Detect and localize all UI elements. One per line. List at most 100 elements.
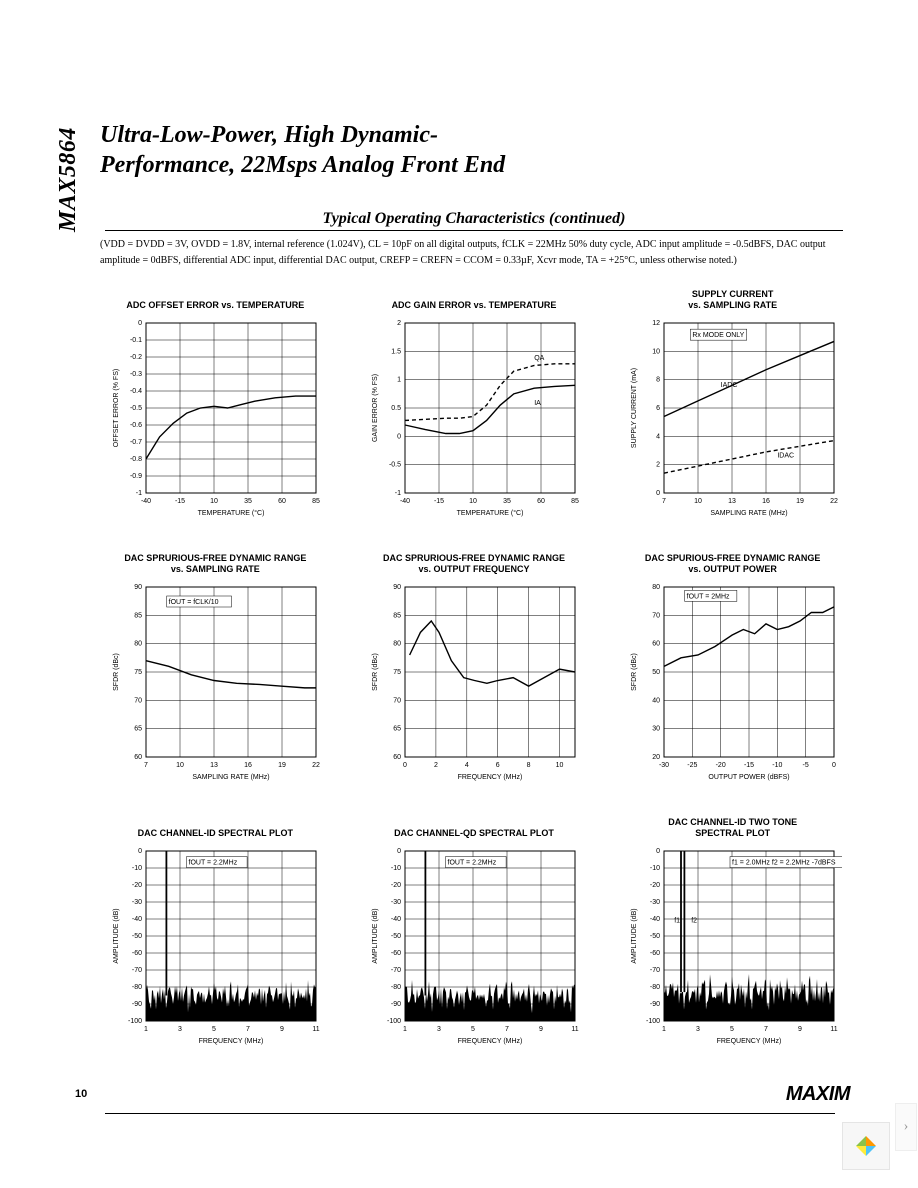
svg-text:-0.6: -0.6 (130, 422, 142, 429)
svg-text:19: 19 (278, 762, 286, 769)
svg-text:2: 2 (656, 462, 660, 469)
svg-text:65: 65 (393, 726, 401, 733)
svg-text:-15: -15 (744, 762, 754, 769)
svg-text:-15: -15 (434, 498, 444, 505)
svg-text:FREQUENCY (MHz): FREQUENCY (MHz) (458, 1038, 523, 1045)
svg-text:0: 0 (656, 490, 660, 497)
svg-text:-30: -30 (659, 762, 669, 769)
chart-cell: ADC OFFSET ERROR vs. TEMPERATURE-40-1510… (100, 287, 331, 533)
svg-text:fOUT = 2.2MHz: fOUT = 2.2MHz (447, 860, 496, 867)
svg-text:-10: -10 (391, 865, 401, 872)
chart-cell: ADC GAIN ERROR vs. TEMPERATURE-40-151035… (359, 287, 590, 533)
svg-text:75: 75 (393, 669, 401, 676)
svg-text:-20: -20 (650, 882, 660, 889)
svg-text:-90: -90 (132, 1001, 142, 1008)
svg-text:SFDR (dBc): SFDR (dBc) (372, 653, 379, 691)
svg-text:1: 1 (662, 1026, 666, 1033)
svg-text:FREQUENCY (MHz): FREQUENCY (MHz) (199, 1038, 264, 1045)
chart-svg: 1357911-100-90-80-70-60-50-40-30-20-100F… (624, 841, 842, 1061)
svg-text:SFDR (dBc): SFDR (dBc) (631, 653, 638, 691)
svg-text:-10: -10 (772, 762, 782, 769)
svg-text:22: 22 (312, 762, 320, 769)
svg-text:-10: -10 (132, 865, 142, 872)
svg-text:1: 1 (403, 1026, 407, 1033)
viewer-badge[interactable]: › (842, 1122, 890, 1170)
svg-text:10: 10 (694, 498, 702, 505)
svg-text:f2: f2 (691, 917, 697, 924)
section-header: Typical Operating Characteristics (conti… (105, 210, 843, 231)
svg-text:0: 0 (403, 762, 407, 769)
svg-text:TEMPERATURE (°C): TEMPERATURE (°C) (457, 509, 524, 517)
svg-text:0: 0 (832, 762, 836, 769)
svg-text:90: 90 (135, 584, 143, 591)
svg-text:11: 11 (571, 1026, 578, 1033)
svg-text:65: 65 (135, 726, 143, 733)
chart-title: ADC GAIN ERROR vs. TEMPERATURE (392, 287, 557, 311)
svg-text:-25: -25 (687, 762, 697, 769)
svg-text:IDAC: IDAC (777, 453, 794, 460)
svg-text:60: 60 (652, 641, 660, 648)
svg-text:7: 7 (144, 762, 148, 769)
chart-svg: 7101316192260657075808590SAMPLING RATE (… (106, 577, 324, 797)
svg-text:FREQUENCY (MHz): FREQUENCY (MHz) (458, 774, 523, 781)
svg-text:8: 8 (656, 377, 660, 384)
svg-text:IADC: IADC (720, 382, 737, 389)
svg-text:-70: -70 (132, 967, 142, 974)
svg-text:-30: -30 (650, 899, 660, 906)
title-line-2: Performance, 22Msps Analog Front End (100, 152, 505, 178)
svg-text:-60: -60 (132, 950, 142, 957)
svg-text:-70: -70 (391, 967, 401, 974)
svg-text:19: 19 (796, 498, 804, 505)
svg-text:fOUT = fCLK/10: fOUT = fCLK/10 (169, 599, 219, 606)
svg-text:20: 20 (652, 754, 660, 761)
svg-text:SAMPLING RATE (MHz): SAMPLING RATE (MHz) (193, 774, 270, 781)
viewer-next-icon[interactable]: › (895, 1103, 917, 1151)
svg-text:-90: -90 (650, 1001, 660, 1008)
svg-text:70: 70 (652, 612, 660, 619)
svg-text:60: 60 (537, 498, 545, 505)
svg-text:80: 80 (652, 584, 660, 591)
svg-text:-0.4: -0.4 (130, 388, 142, 395)
page-title: Ultra-Low-Power, High Dynamic- Performan… (100, 120, 848, 180)
svg-text:90: 90 (393, 584, 401, 591)
svg-text:5: 5 (212, 1026, 216, 1033)
svg-text:-0.2: -0.2 (130, 354, 142, 361)
svg-text:0: 0 (138, 848, 142, 855)
chart-svg: -30-25-20-15-10-5020304050607080OUTPUT P… (624, 577, 842, 797)
svg-text:-5: -5 (802, 762, 808, 769)
charts-grid: ADC OFFSET ERROR vs. TEMPERATURE-40-1510… (100, 287, 848, 1061)
chart-title: DAC SPRURIOUS-FREE DYNAMIC RANGEvs. OUTP… (383, 551, 565, 575)
chart-cell: SUPPLY CURRENTvs. SAMPLING RATE710131619… (617, 287, 848, 533)
chart-svg: 1357911-100-90-80-70-60-50-40-30-20-100F… (106, 841, 324, 1061)
svg-text:0: 0 (397, 848, 401, 855)
svg-text:AMPLITUDE (dB): AMPLITUDE (dB) (372, 908, 379, 963)
page-number: 10 (75, 1088, 87, 1100)
svg-text:2: 2 (434, 762, 438, 769)
svg-text:10: 10 (176, 762, 184, 769)
svg-text:IA: IA (534, 400, 541, 407)
svg-text:-100: -100 (387, 1018, 401, 1025)
svg-text:-100: -100 (128, 1018, 142, 1025)
svg-text:22: 22 (830, 498, 838, 505)
chart-title: DAC SPURIOUS-FREE DYNAMIC RANGEvs. OUTPU… (645, 551, 821, 575)
svg-text:SFDR (dBc): SFDR (dBc) (113, 653, 120, 691)
svg-text:35: 35 (503, 498, 511, 505)
svg-text:60: 60 (135, 754, 143, 761)
svg-text:0.5: 0.5 (391, 405, 401, 412)
svg-text:13: 13 (210, 762, 218, 769)
svg-text:-0.3: -0.3 (130, 371, 142, 378)
svg-text:11: 11 (830, 1026, 837, 1033)
svg-text:-20: -20 (132, 882, 142, 889)
svg-text:-80: -80 (132, 984, 142, 991)
svg-text:9: 9 (539, 1026, 543, 1033)
chart-svg: 1357911-100-90-80-70-60-50-40-30-20-100F… (365, 841, 583, 1061)
svg-text:1: 1 (397, 377, 401, 384)
svg-text:0: 0 (656, 848, 660, 855)
svg-text:-50: -50 (391, 933, 401, 940)
svg-text:-40: -40 (141, 498, 151, 505)
svg-text:FREQUENCY (MHz): FREQUENCY (MHz) (716, 1038, 781, 1045)
svg-text:-0.1: -0.1 (130, 337, 142, 344)
svg-text:fOUT = 2MHz: fOUT = 2MHz (686, 593, 729, 600)
chart-title: SUPPLY CURRENTvs. SAMPLING RATE (688, 287, 777, 311)
svg-text:AMPLITUDE (dB): AMPLITUDE (dB) (113, 908, 120, 963)
